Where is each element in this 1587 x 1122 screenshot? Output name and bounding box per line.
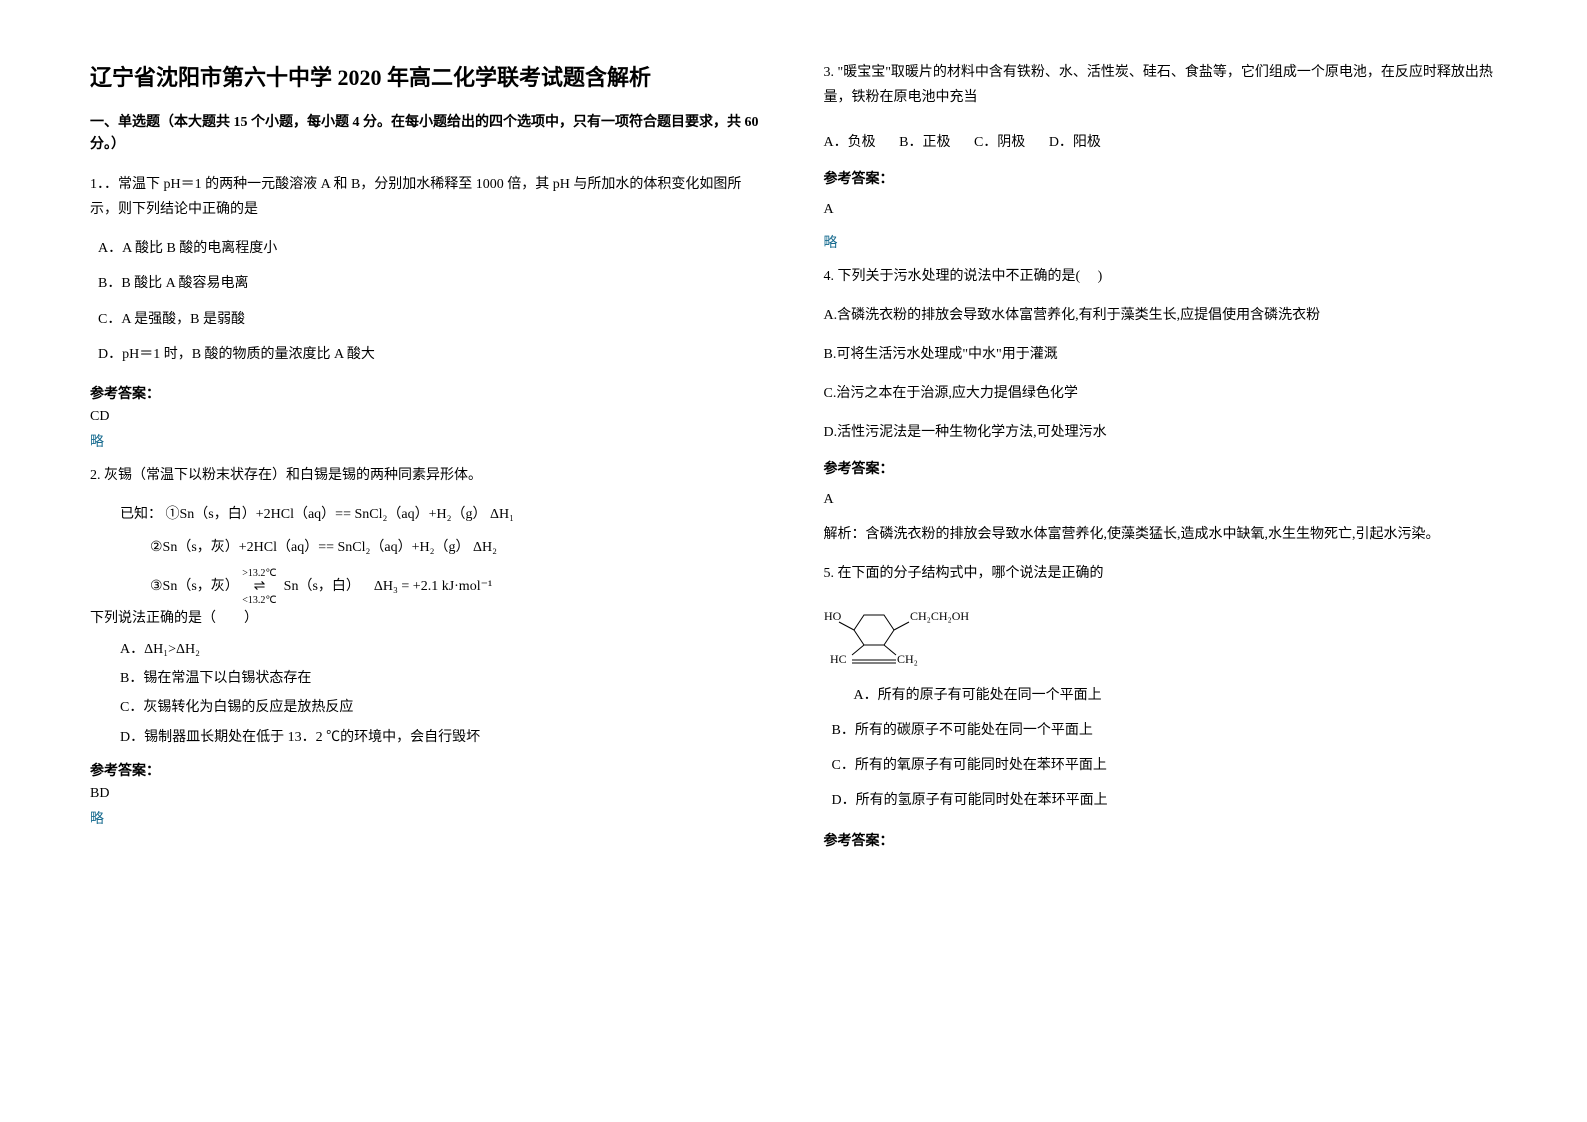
q4-answer-label: 参考答案： bbox=[824, 458, 1498, 478]
q2-equation-2: ②Sn（s，灰）+2HCl（aq）== SnCl₂（aq）+H₂（g） ΔH₂ bbox=[90, 535, 764, 560]
q5-option-b: B．所有的碳原子不可能处在同一个平面上 bbox=[824, 718, 1498, 743]
q3-option-b: B．正极 bbox=[899, 130, 950, 155]
q2-answer: BD bbox=[90, 786, 764, 802]
molecule-svg: HO CH₂CH₂OH HC CH₂ bbox=[824, 600, 1004, 670]
left-column: 辽宁省沈阳市第六十中学 2020 年高二化学联考试题含解析 一、单选题（本大题共… bbox=[90, 60, 764, 1062]
q2-subquestion: 下列说法正确的是（ ） bbox=[90, 606, 764, 631]
q5-option-d: D．所有的氢原子有可能同时处在苯环平面上 bbox=[824, 788, 1498, 813]
q2-eq3-top: >13.2℃ bbox=[242, 568, 276, 579]
q2-given-label: 已知： bbox=[120, 507, 162, 522]
q2-text: 2. 灰锡（常温下以粉末状存在）和白锡是锡的两种同素异形体。 bbox=[90, 463, 764, 488]
section-header: 一、单选题（本大题共 15 个小题，每小题 4 分。在每小题给出的四个选项中，只… bbox=[90, 112, 764, 157]
q3-options: A．负极 B．正极 C．阴极 D．阳极 bbox=[824, 130, 1498, 155]
q4-answer: A bbox=[824, 492, 1498, 508]
q2-option-c: C．灰锡转化为白锡的反应是放热反应 bbox=[90, 695, 764, 720]
mol-label-ch2ch2oh: CH₂CH₂OH bbox=[910, 609, 969, 623]
q1-answer-label: 参考答案： bbox=[90, 383, 764, 403]
q4-option-a: A.含磷洗衣粉的排放会导致水体富营养化,有利于藻类生长,应提倡使用含磷洗衣粉 bbox=[824, 303, 1498, 328]
q1-option-d: D．pH＝1 时，B 酸的物质的量浓度比 A 酸大 bbox=[90, 342, 764, 367]
q4-option-b: B.可将生活污水处理成"中水"用于灌溉 bbox=[824, 342, 1498, 367]
q2-answer-label: 参考答案： bbox=[90, 760, 764, 780]
q5-answer-label: 参考答案： bbox=[824, 830, 1498, 850]
q3-text: 3. "暖宝宝"取暖片的材料中含有铁粉、水、活性炭、硅石、食盐等，它们组成一个原… bbox=[824, 60, 1498, 110]
q2-eq3-left: ③Sn（s，灰） bbox=[150, 579, 239, 594]
q2-eq3-bottom: <13.2℃ bbox=[242, 595, 276, 606]
q2-note: 略 bbox=[90, 808, 764, 828]
mol-label-hc: HC bbox=[830, 652, 847, 666]
q2-equation-3: ③Sn（s，灰） >13.2℃ ⇌ <13.2℃ Sn（s，白） ΔH₃ = +… bbox=[90, 568, 764, 605]
q4-option-d: D.活性污泥法是一种生物化学方法,可处理污水 bbox=[824, 420, 1498, 445]
q2-option-b: B．锡在常温下以白锡状态存在 bbox=[90, 666, 764, 691]
q3-note: 略 bbox=[824, 232, 1498, 252]
q5-option-a: A．所有的原子有可能处在同一个平面上 bbox=[824, 683, 1498, 708]
exam-title: 辽宁省沈阳市第六十中学 2020 年高二化学联考试题含解析 bbox=[90, 60, 764, 92]
q2-eq3-dh: ΔH₃ = +2.1 kJ·mol⁻¹ bbox=[374, 579, 492, 594]
q1-note: 略 bbox=[90, 431, 764, 451]
q3-option-d: D．阳极 bbox=[1049, 130, 1101, 155]
q3-answer-label: 参考答案： bbox=[824, 168, 1498, 188]
mol-label-ho: HO bbox=[824, 609, 842, 623]
right-column: 3. "暖宝宝"取暖片的材料中含有铁粉、水、活性炭、硅石、食盐等，它们组成一个原… bbox=[824, 60, 1498, 1062]
q5-option-c: C．所有的氧原子有可能同时处在苯环平面上 bbox=[824, 753, 1498, 778]
q2-option-a: A．ΔH₁>ΔH₂ bbox=[90, 637, 764, 662]
q1-option-b: B．B 酸比 A 酸容易电离 bbox=[90, 271, 764, 296]
q1-answer: CD bbox=[90, 409, 764, 425]
q1-option-a: A．A 酸比 B 酸的电离程度小 bbox=[90, 236, 764, 261]
q4-text: 4. 下列关于污水处理的说法中不正确的是( ) bbox=[824, 264, 1498, 289]
q4-note: 解析：含磷洗衣粉的排放会导致水体富营养化,使藻类猛长,造成水中缺氧,水生生物死亡… bbox=[824, 522, 1498, 547]
q3-answer: A bbox=[824, 202, 1498, 218]
q3-option-a: A．负极 bbox=[824, 130, 876, 155]
mol-label-ch2: CH₂ bbox=[897, 652, 918, 666]
q5-text: 5. 在下面的分子结构式中，哪个说法是正确的 bbox=[824, 561, 1498, 586]
q2-option-d: D．锡制器皿长期处在低于 13．2 ℃的环境中，会自行毁坏 bbox=[90, 725, 764, 750]
q2-eq1: ①Sn（s，白）+2HCl（aq）== SnCl₂（aq）+H₂（g） ΔH₁ bbox=[166, 507, 514, 522]
q2-eq3-arrow: >13.2℃ ⇌ <13.2℃ bbox=[242, 568, 276, 605]
q2-equation-1: 已知： ①Sn（s，白）+2HCl（aq）== SnCl₂（aq）+H₂（g） … bbox=[90, 502, 764, 527]
q1-option-c: C．A 是强酸，B 是弱酸 bbox=[90, 307, 764, 332]
q2-eq3-right: Sn（s，白） bbox=[284, 579, 360, 594]
q3-option-c: C．阴极 bbox=[974, 130, 1025, 155]
q1-text: 1．．常温下 pH＝1 的两种一元酸溶液 A 和 B，分别加水稀释至 1000 … bbox=[90, 172, 764, 222]
q5-molecule-diagram: HO CH₂CH₂OH HC CH₂ bbox=[824, 600, 1498, 675]
q4-option-c: C.治污之本在于治源,应大力提倡绿色化学 bbox=[824, 381, 1498, 406]
